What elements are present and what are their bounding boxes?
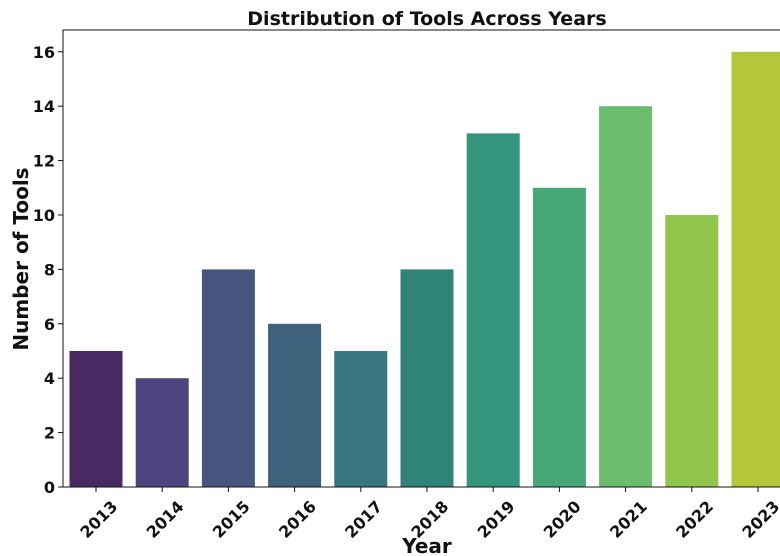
chart-title: Distribution of Tools Across Years [247,8,606,30]
bar-2021 [599,106,653,487]
x-tick-label: 2019 [474,497,519,542]
y-tick-label: 2 [44,424,55,443]
y-tick-label: 12 [33,152,55,171]
bar-2018 [400,269,454,487]
x-tick-label: 2020 [540,497,585,542]
x-tick-label: 2014 [143,497,188,542]
bar-2015 [201,269,255,487]
y-tick-label: 4 [44,369,55,388]
axes-frame [62,29,780,488]
x-tick-label: 2022 [672,497,717,542]
y-tick-label: 16 [33,43,55,62]
y-tick-label: 6 [44,315,55,334]
bar-2022 [665,215,719,487]
x-axis-label: Year [401,534,452,556]
bar-2013 [69,351,123,487]
x-tick-label: 2015 [209,497,254,542]
y-tick-label: 10 [33,206,55,225]
y-axis-label: Number of Tools [9,167,33,350]
bar-2017 [334,351,388,487]
x-tick-label: 2017 [341,497,386,542]
x-tick-label: 2016 [275,497,320,542]
x-tick-label: 2013 [76,497,121,542]
y-axis-ticks: 0 2 4 6 8 10 12 14 16 [33,43,63,497]
bar-2019 [466,133,520,487]
y-tick-label: 0 [44,478,55,497]
bar-2016 [268,323,322,487]
x-tick-label: 2023 [738,497,780,542]
y-tick-label: 8 [44,260,55,279]
bar-2014 [135,378,189,487]
bar-2020 [532,187,586,488]
bars-group [69,51,780,488]
bar-2023 [731,51,780,488]
y-tick-label: 14 [33,97,55,116]
x-tick-label: 2021 [606,497,651,542]
